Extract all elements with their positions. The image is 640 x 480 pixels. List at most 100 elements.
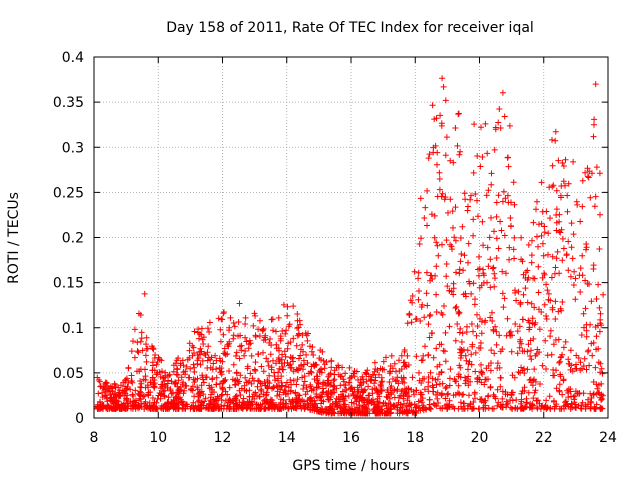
data-point-marker: [458, 352, 465, 359]
data-point-marker: [492, 323, 499, 330]
data-point-marker: [571, 392, 578, 399]
data-point-marker: [493, 199, 500, 206]
data-point-marker: [461, 252, 468, 259]
data-point-marker: [569, 368, 576, 375]
data-point-marker: [547, 327, 554, 334]
data-point-marker: [434, 395, 441, 402]
data-point-marker: [443, 273, 450, 280]
data-point-marker: [135, 390, 142, 397]
data-point-marker: [477, 345, 484, 351]
data-point-marker: [290, 358, 297, 365]
data-point-marker: [556, 359, 563, 366]
data-point-marker: [131, 326, 138, 333]
data-point-marker: [401, 363, 408, 370]
data-point-marker: [456, 309, 463, 316]
data-point-marker: [438, 310, 445, 316]
data-point-marker: [505, 163, 512, 170]
data-point-marker: [378, 379, 385, 386]
data-point-marker: [103, 380, 110, 386]
data-point-marker: [363, 378, 370, 385]
data-point-marker: [242, 374, 249, 381]
data-point-marker: [426, 313, 433, 319]
data-point-marker: [326, 371, 333, 378]
data-point-marker: [490, 405, 497, 412]
data-point-marker: [460, 267, 467, 274]
data-point-marker: [405, 403, 411, 410]
data-point-marker: [198, 348, 205, 355]
data-point-marker: [593, 164, 600, 171]
x-tick-label: 16: [342, 430, 360, 446]
data-point-marker: [543, 313, 550, 319]
data-point-marker: [230, 361, 237, 368]
data-point-marker: [590, 391, 597, 398]
data-point-marker: [276, 358, 283, 365]
data-point-marker: [452, 305, 459, 311]
data-point-marker: [416, 369, 422, 376]
data-point-marker: [429, 382, 436, 389]
data-point-marker: [396, 368, 403, 374]
data-point-marker: [293, 342, 300, 349]
data-point-marker: [255, 351, 262, 357]
data-point-marker: [565, 238, 572, 245]
data-point-marker: [443, 261, 450, 267]
data-point-marker: [587, 405, 594, 412]
data-point-marker: [213, 381, 220, 388]
data-point-marker: [300, 386, 307, 392]
data-point-marker: [589, 352, 596, 359]
data-point-marker: [178, 374, 185, 381]
data-point-marker: [568, 400, 575, 407]
data-point-marker: [541, 301, 548, 308]
data-point-marker: [572, 275, 579, 282]
data-point-marker: [451, 234, 458, 241]
data-point-marker: [509, 397, 516, 404]
data-point-marker: [495, 119, 502, 126]
data-point-marker: [399, 409, 406, 416]
data-point-marker: [450, 159, 457, 166]
data-point-marker: [202, 352, 209, 359]
data-point-marker: [550, 341, 557, 348]
data-point-marker: [459, 391, 466, 398]
data-point-marker: [242, 334, 249, 341]
data-point-marker: [294, 325, 301, 332]
data-point-marker: [431, 212, 438, 219]
data-point-marker: [556, 211, 563, 218]
data-point-marker: [121, 388, 128, 395]
data-point-marker: [246, 398, 253, 405]
data-point-marker: [285, 340, 292, 347]
data-point-marker: [260, 368, 267, 375]
data-point-marker: [286, 362, 292, 369]
data-point-marker: [457, 258, 464, 265]
data-point-marker: [216, 355, 223, 362]
data-point-marker: [293, 381, 300, 388]
data-point-marker: [455, 371, 462, 378]
data-point-marker: [124, 375, 130, 382]
data-point-marker: [576, 390, 583, 396]
data-point-marker: [423, 269, 430, 276]
data-point-marker: [426, 151, 433, 158]
data-point-marker: [518, 390, 525, 397]
data-point-marker: [450, 224, 456, 231]
data-point-marker: [487, 383, 494, 390]
data-point-marker: [216, 395, 222, 402]
data-point-marker: [204, 325, 211, 332]
data-point-marker: [143, 341, 149, 348]
data-point-marker: [435, 400, 442, 406]
data-point-marker: [513, 297, 520, 304]
x-tick-labels: 8 10 12 14 16 18 20 22 24: [90, 430, 617, 446]
data-point-marker: [532, 378, 539, 385]
y-tick-label: 0.05: [53, 366, 84, 382]
data-point-marker: [530, 395, 537, 402]
data-point-marker: [404, 352, 411, 359]
data-point-marker: [597, 369, 604, 376]
data-point-marker: [418, 235, 424, 242]
data-point-marker: [439, 405, 446, 412]
data-point-marker: [282, 330, 289, 337]
data-point-marker: [590, 266, 597, 272]
data-point-marker: [296, 392, 303, 399]
data-point-marker: [588, 340, 595, 347]
data-point-marker: [447, 157, 454, 164]
data-point-marker: [342, 406, 349, 413]
data-point-marker: [277, 333, 284, 340]
data-point-marker: [409, 299, 416, 306]
data-point-marker: [491, 270, 498, 277]
